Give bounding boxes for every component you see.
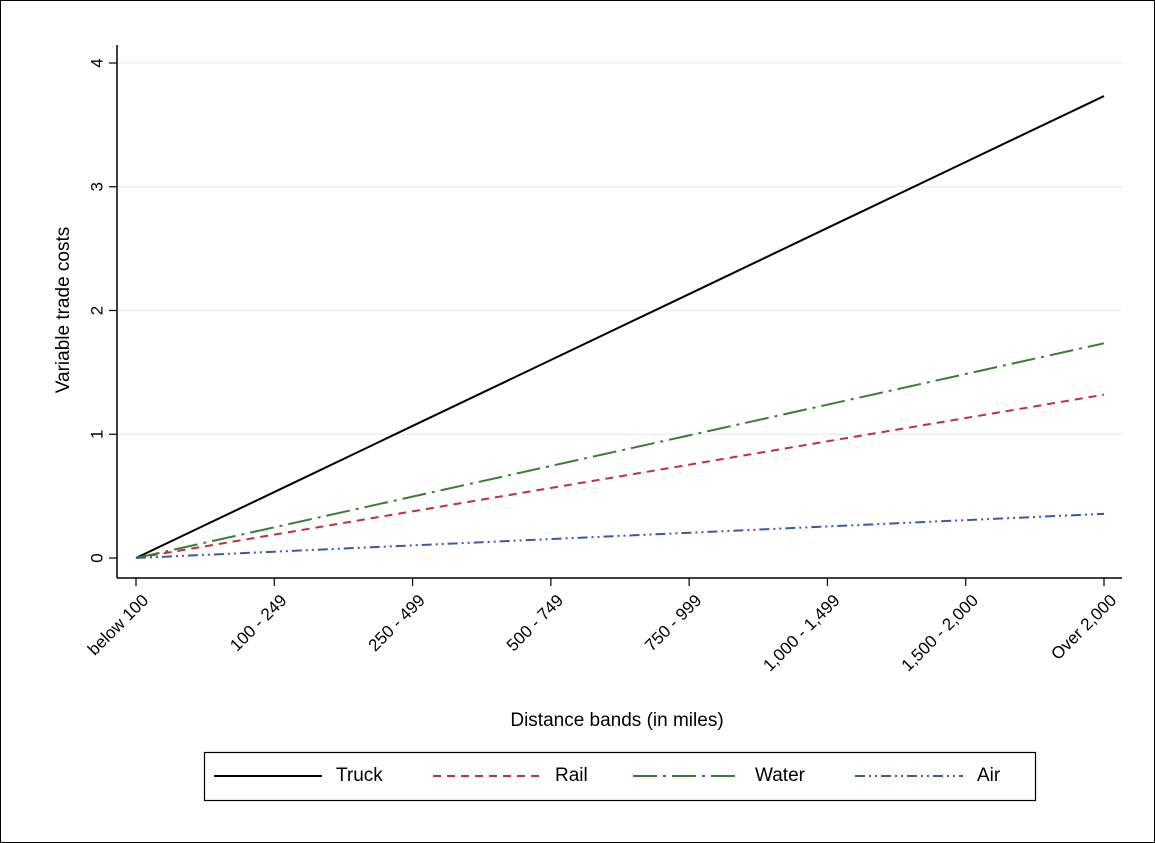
legend-label-rail: Rail [555, 765, 588, 786]
grid-lines [118, 62, 1122, 435]
y-axis-title: Variable trade costs [53, 227, 74, 394]
legend-label-truck: Truck [336, 765, 383, 786]
legend: Truck Rail Water Air [203, 751, 1037, 802]
y-tick-label: 0 [87, 553, 106, 562]
series-line-truck [135, 95, 1105, 559]
y-tick-label: 4 [87, 58, 106, 67]
series-line-air [135, 512, 1105, 559]
x-axis-title: Distance bands (in miles) [510, 710, 723, 731]
series-line-rail [135, 393, 1105, 559]
axes [109, 45, 1122, 586]
y-tick-label: 3 [87, 182, 106, 191]
series-lines [135, 95, 1105, 559]
legend-label-air: Air [977, 765, 1001, 786]
series-line-water [135, 342, 1105, 559]
legend-label-water: Water [755, 765, 806, 786]
y-tick-label: 1 [87, 430, 106, 439]
y-tick-label: 2 [87, 306, 106, 315]
